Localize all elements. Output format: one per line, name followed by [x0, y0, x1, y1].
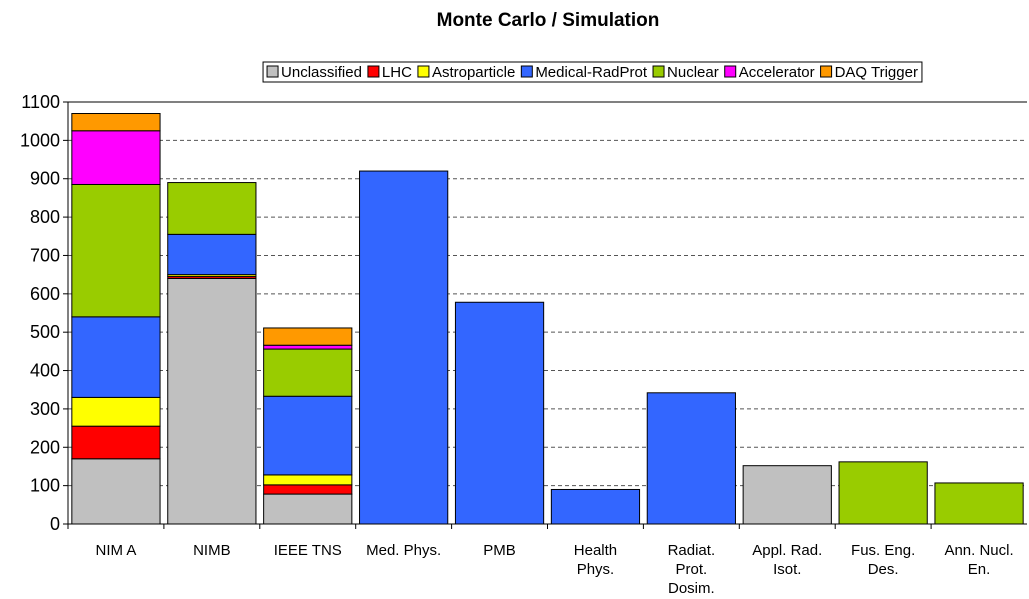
y-tick-label: 800 — [30, 207, 60, 227]
bar-segment — [71, 316, 161, 398]
bar-segment — [742, 465, 832, 525]
bar-segment — [167, 182, 257, 235]
bar-segment — [263, 484, 353, 495]
legend-swatch — [266, 65, 279, 78]
legend-label: Medical-RadProt — [535, 64, 648, 81]
legend-label: LHC — [382, 64, 412, 81]
legend-swatch — [820, 65, 833, 78]
legend-label: Nuclear — [667, 64, 719, 81]
x-tick-label: Appl. Rad. Isot. — [752, 542, 822, 578]
y-tick-label: 600 — [30, 284, 60, 304]
y-tick-label: 200 — [30, 437, 60, 457]
bar-segment — [263, 395, 353, 476]
y-tick-label: 1100 — [21, 92, 60, 112]
bar-segment — [263, 474, 353, 486]
y-tick-label: 1000 — [20, 130, 60, 150]
x-tick-label: Fus. Eng. Des. — [851, 542, 915, 578]
bar-segment — [934, 482, 1024, 525]
bar-segment — [71, 183, 161, 318]
y-tick-label: 500 — [30, 322, 60, 342]
bar-segment — [71, 396, 161, 427]
legend-swatch — [520, 65, 533, 78]
x-tick-label: Health Phys. — [574, 542, 617, 578]
bar-segment — [646, 392, 736, 525]
bar-segment — [838, 461, 928, 525]
y-tick-label: 100 — [30, 476, 60, 496]
x-tick-label: IEEE TNS — [274, 542, 342, 559]
bar-segment — [263, 348, 353, 397]
bar-segment — [167, 233, 257, 276]
bar-segment — [71, 113, 161, 132]
bar-segment — [454, 301, 545, 525]
x-tick-label: Med. Phys. — [366, 542, 441, 559]
x-tick-label: NIMB — [193, 542, 231, 559]
bar-segment — [71, 425, 161, 460]
bar-segment — [359, 170, 449, 525]
legend-swatch — [367, 65, 380, 78]
legend-label: Astroparticle — [432, 64, 515, 81]
y-tick-label: 300 — [30, 399, 60, 419]
chart-title: Monte Carlo / Simulation — [437, 10, 660, 31]
legend: Unclassified LHC Astroparticle Medical-RadP… — [262, 61, 923, 83]
legend-frame — [262, 61, 923, 83]
x-tick-label: Ann. Nucl. En. — [944, 542, 1013, 578]
bar-segment — [263, 493, 353, 525]
x-tick-label: NIM A — [96, 542, 137, 559]
bar-segment — [167, 277, 257, 525]
x-tick-label: Radiat. Prot. Dosim. — [668, 542, 716, 597]
legend-label: DAQ Trigger — [835, 64, 918, 81]
y-tick-label: 900 — [30, 169, 60, 189]
legend-swatch — [417, 65, 430, 78]
y-tick-label: 0 — [50, 514, 60, 534]
y-tick-label: 700 — [30, 245, 60, 265]
bar-segment — [71, 458, 161, 525]
bar-segment — [263, 344, 353, 350]
bar-segment — [71, 130, 161, 185]
bar-segment — [263, 327, 353, 346]
bar-segment — [550, 488, 641, 525]
legend-swatch — [724, 65, 737, 78]
legend-swatch — [652, 65, 665, 78]
legend-label: Unclassified — [281, 64, 362, 81]
legend-label: Accelerator — [739, 64, 815, 81]
x-tick-label: PMB — [483, 542, 516, 559]
y-tick-label: 400 — [30, 361, 60, 381]
